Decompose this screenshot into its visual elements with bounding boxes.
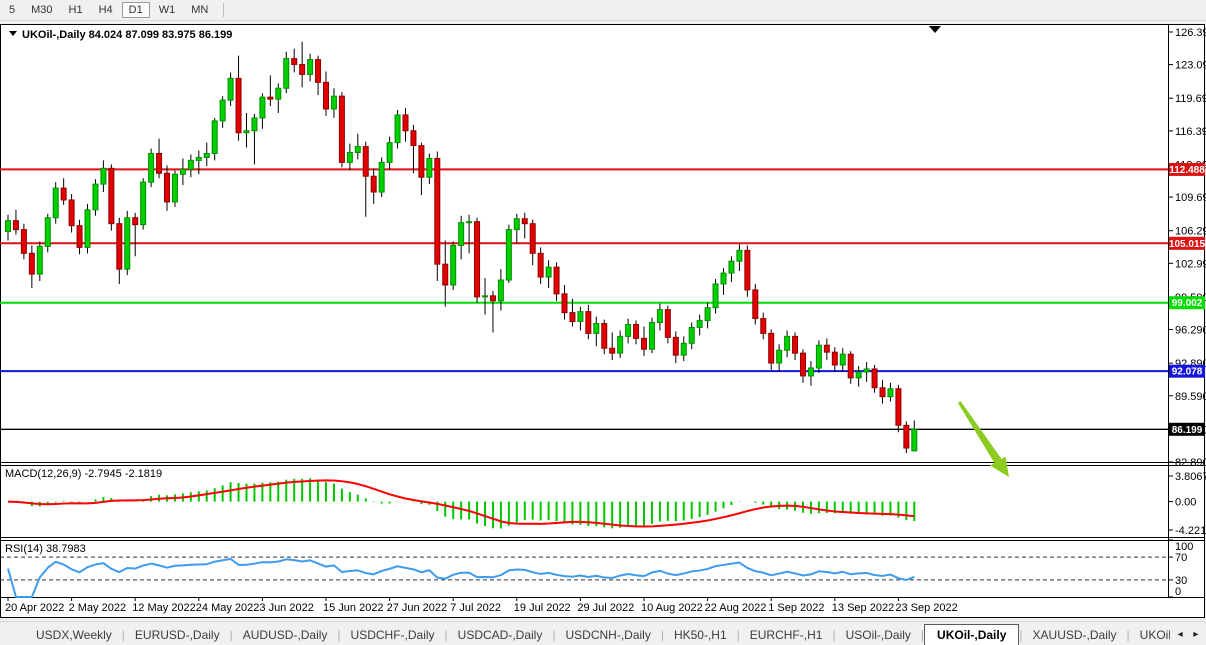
svg-text:82.890: 82.890 [1175, 457, 1206, 469]
title-dropdown-icon[interactable] [9, 31, 17, 36]
svg-text:99.002: 99.002 [1172, 298, 1203, 309]
timeframe-mn[interactable]: MN [191, 4, 209, 16]
tab-usdcad-daily[interactable]: USDCAD-,Daily [457, 627, 543, 642]
tab-separator: | [736, 627, 740, 642]
svg-text:100: 100 [1175, 541, 1193, 553]
tab-scroll-arrows: ◂ ▸ [1170, 623, 1206, 645]
down-arrow-annotation[interactable] [958, 401, 1009, 477]
tab-scroll-right-icon[interactable]: ▸ [1193, 629, 1199, 640]
tab-separator: | [229, 627, 233, 642]
toolbar-separator [223, 3, 225, 17]
tab-usdchf-daily[interactable]: USDCHF-,Daily [350, 627, 435, 642]
svg-text:116.390: 116.390 [1175, 126, 1206, 138]
macd-label: MACD(12,26,9) -2.7945 -2.1819 [5, 468, 162, 480]
svg-text:89.590: 89.590 [1175, 391, 1206, 403]
macd-indicator [7, 478, 916, 529]
svg-text:30: 30 [1175, 575, 1187, 587]
symbol-tabbar: USDX,Weekly | EURUSD-,Daily | AUDUSD-,Daily |… [0, 621, 1206, 645]
timeframe-h4[interactable]: H4 [98, 4, 113, 16]
rsi-indicator [0, 556, 1168, 598]
svg-text:102.990: 102.990 [1175, 258, 1206, 270]
svg-text:15 Jun 2022: 15 Jun 2022 [323, 602, 384, 614]
svg-text:109.690: 109.690 [1175, 192, 1206, 204]
svg-text:10 Aug 2022: 10 Aug 2022 [641, 602, 703, 614]
svg-text:105.015: 105.015 [1169, 239, 1206, 250]
svg-text:96.290: 96.290 [1175, 325, 1206, 337]
svg-text:123.090: 123.090 [1175, 60, 1206, 72]
timeframe-5[interactable]: 5 [9, 4, 16, 16]
tab-usoil-daily[interactable]: USOil-,Daily [845, 627, 911, 642]
svg-text:1 Sep 2022: 1 Sep 2022 [768, 602, 824, 614]
tab-scroll-left-icon[interactable]: ◂ [1177, 629, 1183, 640]
svg-text:92.078: 92.078 [1172, 367, 1203, 378]
svg-text:19 Jul 2022: 19 Jul 2022 [514, 602, 571, 614]
svg-text:12 May 2022: 12 May 2022 [132, 602, 196, 614]
tab-separator: | [121, 627, 125, 642]
timeframe-d1[interactable]: D1 [121, 2, 150, 18]
rsi-label: RSI(14) 38.7983 [5, 543, 86, 555]
tab-eurusd-daily[interactable]: EURUSD-,Daily [134, 627, 220, 642]
svg-text:-4.221: -4.221 [1175, 525, 1206, 537]
svg-text:86.199: 86.199 [1172, 425, 1203, 436]
date-axis: 20 Apr 2022 2 May 2022 12 May 2022 24 May 2… [5, 598, 958, 614]
tab-ukoil-da[interactable]: UKOil-,Da [1139, 627, 1170, 642]
candlesticks [5, 41, 918, 454]
svg-text:119.690: 119.690 [1175, 93, 1206, 105]
svg-text:2 May 2022: 2 May 2022 [69, 602, 126, 614]
price-badges: 112.488 105.015 99.002 92.078 86.199 [1169, 162, 1206, 436]
tab-xauusd-daily[interactable]: XAUUSD-,Daily [1032, 627, 1117, 642]
tab-ukoil-daily[interactable]: UKOil-,Daily [924, 624, 1020, 645]
symbol-tabstrip: USDX,Weekly | EURUSD-,Daily | AUDUSD-,Daily |… [0, 623, 1170, 645]
svg-text:24 May 2022: 24 May 2022 [196, 602, 260, 614]
timeframe-h1[interactable]: H1 [68, 4, 83, 16]
tab-separator: | [832, 627, 836, 642]
svg-text:22 Aug 2022: 22 Aug 2022 [705, 602, 767, 614]
tab-separator: | [1126, 627, 1130, 642]
tab-hk50-h1[interactable]: HK50-,H1 [673, 627, 727, 642]
svg-text:106.290: 106.290 [1175, 226, 1206, 238]
svg-text:126.390: 126.390 [1175, 27, 1206, 39]
tab-separator: | [660, 627, 664, 642]
tab-separator: | [337, 627, 341, 642]
tab-eurchf-h1[interactable]: EURCHF-,H1 [749, 627, 823, 642]
chart-title: UKOil-,Daily 84.024 87.099 83.975 86.199 [22, 29, 232, 41]
chart-frame [0, 24, 1205, 618]
tab-separator: | [444, 627, 448, 642]
svg-text:27 Jun 2022: 27 Jun 2022 [387, 602, 448, 614]
svg-text:23 Sep 2022: 23 Sep 2022 [895, 602, 957, 614]
svg-text:70: 70 [1175, 552, 1187, 564]
timeframe-toolbar: 5 M30 H1 H4 D1 W1 MN [0, 0, 1206, 21]
tab-usdcnh-daily[interactable]: USDCNH-,Daily [565, 627, 651, 642]
svg-text:112.488: 112.488 [1169, 165, 1205, 176]
svg-text:13 Sep 2022: 13 Sep 2022 [832, 602, 894, 614]
tab-usdx-weekly[interactable]: USDX,Weekly [36, 627, 112, 642]
tab-separator: | [1019, 627, 1023, 642]
horizontal-lines[interactable] [0, 168, 1168, 430]
svg-text:0.00: 0.00 [1175, 497, 1196, 509]
timeframe-m30[interactable]: M30 [31, 4, 53, 16]
svg-text:0: 0 [1175, 586, 1181, 598]
tab-audusd-daily[interactable]: AUDUSD-,Daily [242, 627, 328, 642]
svg-text:7 Jul 2022: 7 Jul 2022 [450, 602, 501, 614]
svg-text:3 Jun 2022: 3 Jun 2022 [259, 602, 313, 614]
tab-separator: | [552, 627, 556, 642]
svg-text:20 Apr 2022: 20 Apr 2022 [5, 602, 64, 614]
svg-text:29 Jul 2022: 29 Jul 2022 [577, 602, 634, 614]
svg-text:3.8067: 3.8067 [1175, 471, 1206, 483]
timeframe-w1[interactable]: W1 [158, 4, 176, 16]
tab-separator: | [920, 627, 925, 642]
current-bar-marker-icon [929, 26, 941, 33]
